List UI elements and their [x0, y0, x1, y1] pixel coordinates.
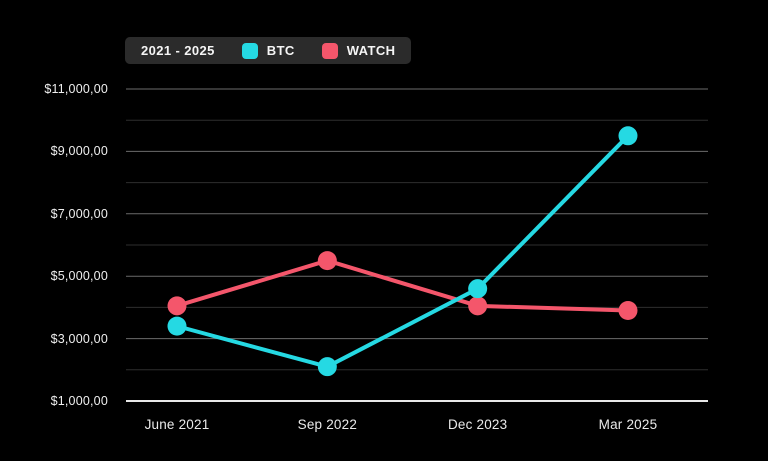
data-point-btc-1[interactable]: [317, 357, 337, 377]
series-line-btc: [175, 133, 630, 369]
legend-item-watch[interactable]: WATCH: [321, 42, 396, 59]
y-tick-label: $1,000,00: [50, 394, 108, 408]
series-line-watch: [175, 258, 630, 313]
data-point-watch-3[interactable]: [618, 301, 638, 321]
y-tick-label: $9,000,00: [50, 144, 108, 159]
x-tick-label: Mar 2025: [598, 417, 658, 432]
x-tick-label: Dec 2023: [447, 417, 508, 432]
data-point-btc-2[interactable]: [468, 279, 488, 299]
y-tick-label: $3,000,00: [50, 331, 108, 346]
watch-swatch-icon: [321, 42, 338, 59]
data-point-btc-3[interactable]: [618, 126, 638, 146]
data-point-watch-2[interactable]: [468, 296, 488, 316]
data-point-btc-0[interactable]: [167, 316, 187, 336]
x-tick-label: Sep 2022: [297, 417, 358, 432]
y-tick-label: $5,000,00: [50, 269, 108, 284]
x-tick-label: June 2021: [144, 417, 210, 432]
legend-period-label: 2021 - 2025: [141, 43, 215, 58]
legend-item-btc[interactable]: BTC: [241, 42, 295, 59]
y-tick-label: $7,000,00: [50, 206, 108, 221]
data-point-watch-0[interactable]: [167, 296, 187, 316]
y-tick-label: $11,000,00: [44, 82, 108, 96]
legend-label-watch: WATCH: [346, 43, 396, 58]
chart-legend: 2021 - 2025 BTC WATCH: [125, 37, 412, 64]
btc-swatch-icon: [241, 42, 258, 59]
legend-label-btc: BTC: [266, 43, 295, 58]
data-point-watch-1[interactable]: [317, 251, 337, 271]
